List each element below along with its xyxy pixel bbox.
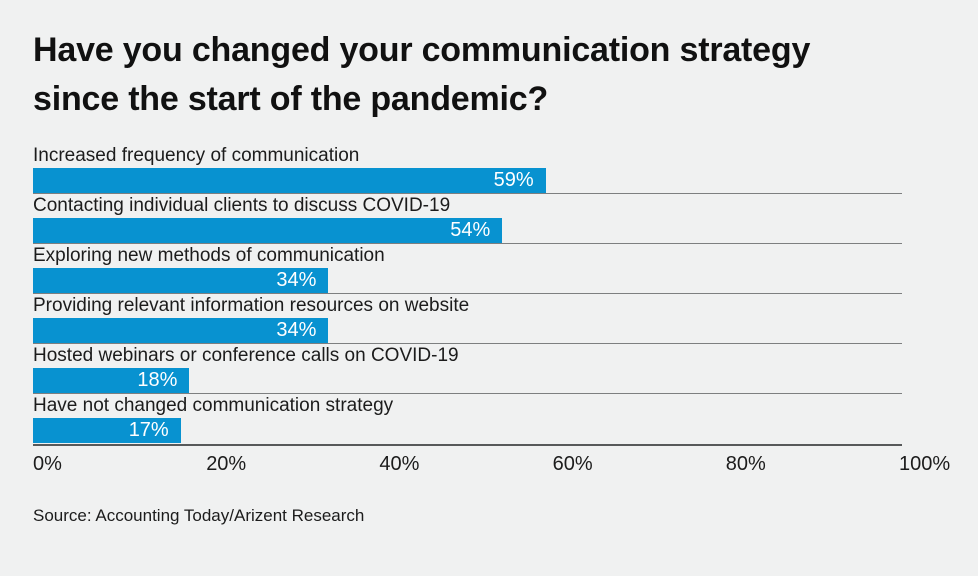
bar-category-label: Have not changed communication strategy xyxy=(33,395,394,416)
bar: 18% xyxy=(33,368,190,393)
bar-row: Providing relevant information resources… xyxy=(33,294,945,344)
bar-track: 59% xyxy=(33,168,902,194)
bar-track: 54% xyxy=(33,218,902,244)
bar-track: 34% xyxy=(33,318,902,344)
bar-value-label: 54% xyxy=(450,219,491,241)
bar-category-label: Hosted webinars or conference calls on C… xyxy=(33,345,459,366)
x-axis-tick-label: 20% xyxy=(206,453,247,475)
bar: 34% xyxy=(33,268,329,293)
bar-category-label: Providing relevant information resources… xyxy=(33,295,470,316)
bar-value-label: 59% xyxy=(493,169,534,191)
x-axis-tick-labels: 0% 20% 40% 60% 80% 100% xyxy=(33,450,950,480)
chart-page: Have you changed your communication stra… xyxy=(0,26,978,576)
bar-rows: Increased frequency of communication 59% C… xyxy=(33,144,945,444)
bar-category-label: Contacting individual clients to discuss… xyxy=(33,195,451,216)
bar-value-label: 34% xyxy=(276,269,317,291)
x-axis-tick-label: 80% xyxy=(725,453,766,475)
x-axis-tick-label: 100% xyxy=(899,453,951,475)
x-axis-line xyxy=(33,444,902,446)
bar-value-label: 34% xyxy=(276,319,317,341)
bar-track: 17% xyxy=(33,418,902,444)
x-axis-tick-label: 0% xyxy=(33,453,62,475)
bar: 59% xyxy=(33,168,546,193)
bar-row: Exploring new methods of communication 34… xyxy=(33,244,945,294)
bar-value-label: 17% xyxy=(128,419,169,441)
bar-value-label: 18% xyxy=(137,369,178,391)
bar-row: Contacting individual clients to discuss… xyxy=(33,194,945,244)
x-axis-tick-label: 40% xyxy=(379,453,420,475)
source-note: Source: Accounting Today/Arizent Researc… xyxy=(33,506,365,525)
bar-row: Hosted webinars or conference calls on C… xyxy=(33,344,945,394)
bar: 17% xyxy=(33,418,181,443)
bar-category-label: Increased frequency of communication xyxy=(33,145,360,166)
bar: 54% xyxy=(33,218,503,243)
bar-track: 34% xyxy=(33,268,902,294)
bar-row: Have not changed communication strategy 1… xyxy=(33,394,945,444)
bar-track: 18% xyxy=(33,368,902,394)
bar-category-label: Exploring new methods of communication xyxy=(33,245,385,266)
bar-row: Increased frequency of communication 59% xyxy=(33,144,945,194)
x-axis-tick-label: 60% xyxy=(552,453,593,475)
chart-title: Have you changed your communication stra… xyxy=(33,31,811,118)
bar: 34% xyxy=(33,318,329,343)
